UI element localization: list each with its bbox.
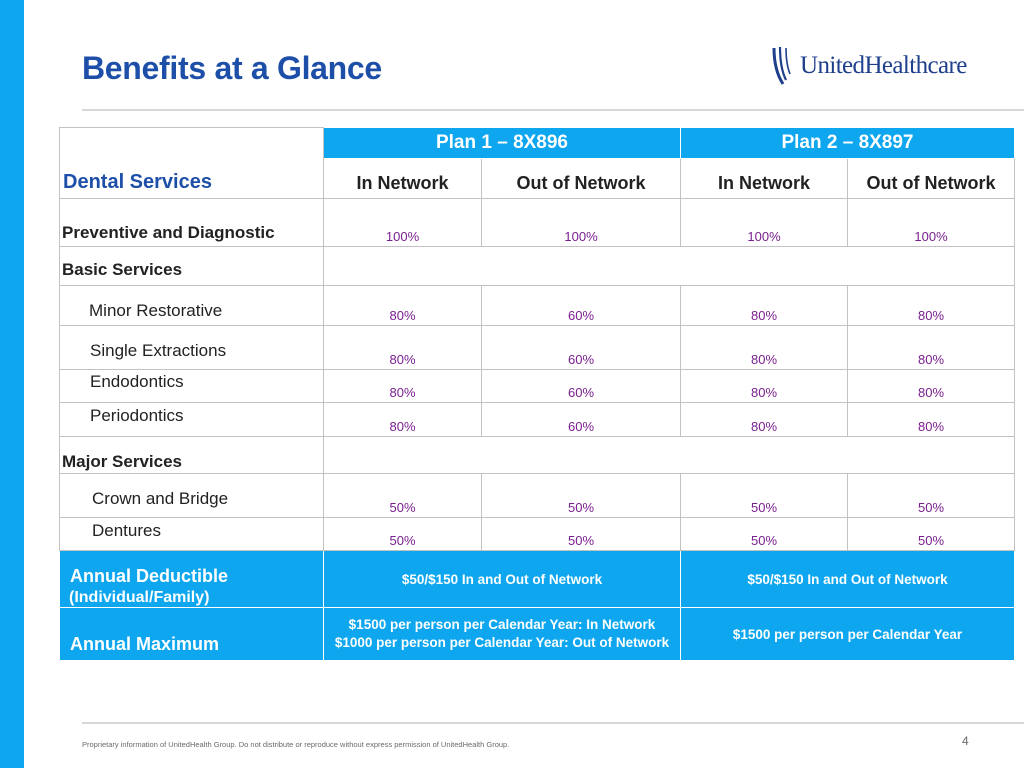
dental-services-cell: Dental Services — [59, 127, 324, 199]
value-cell: 80% — [680, 285, 848, 326]
value-cell: 50% — [323, 517, 482, 551]
value-cell: 100% — [481, 198, 681, 247]
table-row: Single Extractions 80% 60% 80% 80% — [59, 325, 1015, 370]
value-cell: 60% — [481, 325, 681, 370]
value-cell: 100% — [323, 198, 482, 247]
value-cell: 80% — [847, 402, 1015, 437]
annual-deductible-sublabel: (Individual/Family) — [69, 589, 210, 606]
company-logo: UnitedHealthcare — [772, 46, 967, 86]
benefits-table: Dental Services Plan 1 – 8X896 Plan 2 – … — [59, 127, 1015, 661]
empty-cell — [323, 246, 1015, 286]
plan2-deductible: $50/$150 In and Out of Network — [680, 550, 1015, 608]
value-cell: 50% — [680, 473, 848, 518]
value-cell: 80% — [847, 285, 1015, 326]
row-label-basic: Basic Services — [59, 246, 324, 286]
value-cell: 50% — [847, 517, 1015, 551]
table-row: Dentures 50% 50% 50% 50% — [59, 517, 1015, 551]
annual-deductible-cell: Annual Deductible (Individual/Family) — [59, 550, 324, 608]
value-cell: 50% — [680, 517, 848, 551]
plan2-in-network-header: In Network — [680, 158, 848, 199]
plan2-header: Plan 2 – 8X897 — [680, 127, 1015, 159]
value-cell: 100% — [847, 198, 1015, 247]
row-label-crown-and-bridge: Crown and Bridge — [59, 473, 324, 518]
value-cell: 80% — [680, 402, 848, 437]
table-row: Preventive and Diagnostic 100% 100% 100%… — [59, 198, 1015, 247]
table-row: Basic Services — [59, 246, 1015, 286]
annual-deductible-label: Annual Deductible — [70, 566, 229, 586]
page-number: 4 — [962, 734, 969, 748]
footer-divider — [82, 722, 1024, 724]
table-row: Endodontics 80% 60% 80% 80% — [59, 369, 1015, 403]
value-cell: 60% — [481, 369, 681, 403]
deductible-row: Annual Deductible (Individual/Family) $5… — [59, 550, 1015, 608]
value-cell: 60% — [481, 402, 681, 437]
empty-cell — [323, 436, 1015, 474]
page-title: Benefits at a Glance — [82, 50, 382, 86]
row-label-preventive: Preventive and Diagnostic — [59, 198, 324, 247]
value-cell: 50% — [481, 473, 681, 518]
value-cell: 100% — [680, 198, 848, 247]
row-label-single-extractions: Single Extractions — [59, 325, 324, 370]
plan1-deductible: $50/$150 In and Out of Network — [323, 550, 681, 608]
annual-maximum-label: Annual Maximum — [59, 607, 324, 661]
row-label-periodontics: Periodontics — [59, 402, 324, 437]
row-label-dentures: Dentures — [59, 517, 324, 551]
table-row: Crown and Bridge 50% 50% 50% 50% — [59, 473, 1015, 518]
table-row: Minor Restorative 80% 60% 80% 80% — [59, 285, 1015, 326]
logo-mark-icon — [772, 46, 791, 85]
value-cell: 80% — [323, 285, 482, 326]
value-cell: 80% — [323, 402, 482, 437]
value-cell: 60% — [481, 285, 681, 326]
plan1-header: Plan 1 – 8X896 — [323, 127, 681, 159]
plan1-maximum-line2: $1000 per person per Calendar Year: Out … — [334, 635, 670, 650]
value-cell: 50% — [481, 517, 681, 551]
plan2-maximum: $1500 per person per Calendar Year — [680, 607, 1015, 661]
maximum-row: Annual Maximum $1500 per person per Cale… — [59, 607, 1015, 661]
dental-services-label: Dental Services — [63, 171, 212, 193]
table-row: Major Services — [59, 436, 1015, 474]
value-cell: 80% — [847, 325, 1015, 370]
row-label-minor-restorative: Minor Restorative — [59, 285, 324, 326]
footer-text: Proprietary information of UnitedHealth … — [82, 740, 510, 749]
plan2-out-network-header: Out of Network — [847, 158, 1015, 199]
value-cell: 80% — [680, 369, 848, 403]
row-label-endodontics: Endodontics — [59, 369, 324, 403]
left-accent-bar — [0, 0, 24, 768]
plan1-in-network-header: In Network — [323, 158, 482, 199]
plan1-maximum: $1500 per person per Calendar Year: In N… — [323, 607, 681, 661]
value-cell: 50% — [847, 473, 1015, 518]
value-cell: 80% — [680, 325, 848, 370]
table-row: Periodontics 80% 60% 80% 80% — [59, 402, 1015, 437]
value-cell: 80% — [323, 325, 482, 370]
header-divider — [82, 109, 1024, 111]
value-cell: 80% — [847, 369, 1015, 403]
logo-text: UnitedHealthcare — [800, 52, 967, 79]
plan1-maximum-line1: $1500 per person per Calendar Year: In N… — [348, 617, 656, 632]
value-cell: 80% — [323, 369, 482, 403]
plan1-out-network-header: Out of Network — [481, 158, 681, 199]
row-label-major: Major Services — [59, 436, 324, 474]
value-cell: 50% — [323, 473, 482, 518]
